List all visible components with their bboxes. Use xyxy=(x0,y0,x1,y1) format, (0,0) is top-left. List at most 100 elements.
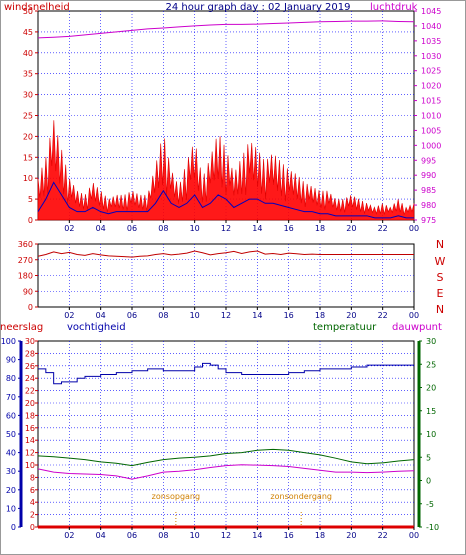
y-tick-label: 15 xyxy=(426,407,436,416)
y-tick-label: 990 xyxy=(421,171,436,180)
x-tick-label: 22 xyxy=(378,531,388,540)
x-tick-label: 08 xyxy=(158,311,168,320)
y-tick-label: 6 xyxy=(30,486,35,495)
x-tick-label: 10 xyxy=(190,311,200,320)
x-tick-label: 04 xyxy=(96,531,106,540)
y-tick-label: 25 xyxy=(23,112,33,121)
x-tick-label: 10 xyxy=(190,224,200,233)
y-tick-label: 18 xyxy=(25,411,35,420)
y-tick-label: 24 xyxy=(25,374,35,383)
x-tick-label: 18 xyxy=(315,531,325,540)
y-tick-label: 20 xyxy=(25,399,35,408)
chart-title: 24 hour graph day : 02 January 2019 xyxy=(166,2,351,13)
y-tick-label: 14 xyxy=(25,436,35,445)
x-tick-label: 20 xyxy=(346,224,356,233)
x-tick-label: 20 xyxy=(346,531,356,540)
x-tick-label: 04 xyxy=(96,311,106,320)
y-tick-label: 50 xyxy=(6,430,16,439)
temperature-line xyxy=(37,448,415,467)
x-tick-label: 14 xyxy=(252,531,262,540)
x-tick-label: 20 xyxy=(346,311,356,320)
x-tick-label: 16 xyxy=(284,311,294,320)
x-tick-label: 18 xyxy=(315,224,325,233)
y-tick-label: -10 xyxy=(426,523,439,532)
y-tick-label: 90 xyxy=(23,287,33,296)
y-tick-label: 4 xyxy=(30,498,35,507)
x-tick-label: 12 xyxy=(221,531,231,540)
x-tick-label: 00 xyxy=(409,531,419,540)
x-tick-label: 12 xyxy=(221,311,231,320)
y-tick-label: 0 xyxy=(28,303,33,312)
x-tick-label: 08 xyxy=(158,224,168,233)
y-tick-label: 30 xyxy=(25,337,35,346)
y-tick-label: 1045 xyxy=(421,7,441,16)
y-tick-label: 20 xyxy=(23,132,33,141)
x-tick-label: 00 xyxy=(409,224,419,233)
y-tick-label: 1025 xyxy=(421,67,441,76)
y-tick-label: 30 xyxy=(23,91,33,100)
y-tick-label: 30 xyxy=(426,337,436,346)
y-tick-label: 10 xyxy=(23,174,33,183)
y-tick-label: 360 xyxy=(18,240,33,249)
y-tick-label: -5 xyxy=(426,500,434,509)
x-tick-label: 06 xyxy=(127,224,137,233)
x-tick-label: 06 xyxy=(127,311,137,320)
y-tick-label: 270 xyxy=(18,256,33,265)
y-tick-label: 10 xyxy=(25,461,35,470)
x-tick-label: 00 xyxy=(409,311,419,320)
y-tick-label: 0 xyxy=(11,523,16,532)
y-tick-label: 40 xyxy=(23,49,33,58)
y-tick-label: 45 xyxy=(23,28,33,37)
y-tick-label: 26 xyxy=(25,362,35,371)
wind-series xyxy=(37,20,415,221)
y-tick-label: 0 xyxy=(28,216,33,225)
rain-axis-title: neerslag xyxy=(0,322,43,333)
x-tick-label: 10 xyxy=(190,531,200,540)
x-tick-label: 02 xyxy=(64,311,74,320)
y-tick-label: 1020 xyxy=(421,82,441,91)
x-tick-label: 16 xyxy=(284,531,294,540)
y-tick-label: 16 xyxy=(25,424,35,433)
y-tick-label: 1000 xyxy=(421,141,441,150)
x-tick-label: 14 xyxy=(252,224,262,233)
wind-axis-title: windsnelheid xyxy=(4,2,70,13)
compass-labels: N W S E N xyxy=(435,238,446,316)
x-tick-label: 04 xyxy=(96,224,106,233)
wind-direction-line xyxy=(37,250,414,258)
temp-time-axis: 02 04 06 08 10 12 14 16 18 20 22 00 xyxy=(64,527,419,540)
wind-direction-panel: 0 90 180 270 360 02 04 06 08 10 12 14 16 18 20 22 00 N … xyxy=(18,238,446,320)
y-tick-label: 1010 xyxy=(421,112,441,121)
y-tick-label: 28 xyxy=(25,349,35,358)
direction-axis: 0 90 180 270 360 xyxy=(18,240,38,312)
humidity-line xyxy=(38,362,414,385)
y-tick-label: 1040 xyxy=(421,22,441,31)
y-tick-label: 0 xyxy=(30,523,35,532)
x-tick-label: 06 xyxy=(127,531,137,540)
temperature-axis-title: temperatuur xyxy=(313,322,377,333)
y-tick-label: 0 xyxy=(426,477,431,486)
x-tick-label: 16 xyxy=(284,224,294,233)
wind-gust-area xyxy=(37,120,415,221)
y-tick-label: 90 xyxy=(6,356,16,365)
wind-time-axis: 02 04 06 08 10 12 14 16 18 20 22 00 xyxy=(64,220,419,233)
y-tick-label: 2 xyxy=(30,511,35,520)
y-tick-label: 10 xyxy=(426,430,436,439)
y-tick-label: 10 xyxy=(6,504,16,513)
sunset-label: zonsondergang xyxy=(270,492,332,501)
compass-label-south: S xyxy=(437,271,444,284)
direction-time-axis: 02 04 06 08 10 12 14 16 18 20 22 00 xyxy=(64,307,419,320)
dewpoint-axis-title: dauwpunt xyxy=(392,322,442,333)
y-tick-label: 35 xyxy=(23,70,33,79)
wind-speed-axis: 0 5 10 15 20 25 30 35 40 45 50 xyxy=(23,7,38,225)
y-tick-label: 1030 xyxy=(421,52,441,61)
compass-label-north-bottom: N xyxy=(436,303,444,316)
pressure-line xyxy=(37,20,415,39)
y-tick-label: 5 xyxy=(28,195,33,204)
compass-label-east: E xyxy=(437,287,444,300)
y-tick-label: 50 xyxy=(23,7,33,16)
y-tick-label: 12 xyxy=(25,449,35,458)
y-tick-label: 995 xyxy=(421,156,436,165)
